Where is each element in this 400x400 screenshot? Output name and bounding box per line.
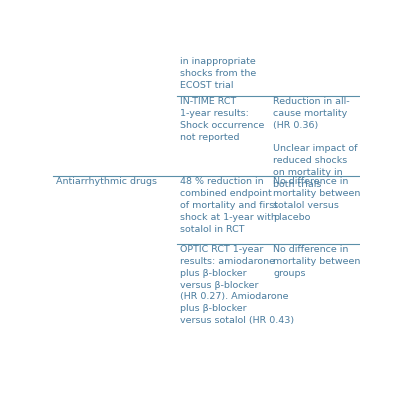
Text: Antiarrhythmic drugs: Antiarrhythmic drugs [56,177,157,186]
Text: 48 % reduction in
combined endpoint
of mortality and first
shock at 1-year with
: 48 % reduction in combined endpoint of m… [180,177,278,234]
Text: in inappropriate
shocks from the
ECOST trial: in inappropriate shocks from the ECOST t… [180,57,256,90]
Text: IN-TIME RCT
1-year results:
Shock occurrence
not reported: IN-TIME RCT 1-year results: Shock occurr… [180,97,264,142]
Text: Reduction in all-
cause mortality
(HR 0.36)

Unclear impact of
reduced shocks
on: Reduction in all- cause mortality (HR 0.… [273,97,358,189]
Text: No difference in
mortality between
sotalol versus
placebo: No difference in mortality between sotal… [273,177,360,222]
Text: No difference in
mortality between
groups: No difference in mortality between group… [273,245,360,278]
Text: OPTIC RCT 1-year
results: amiodarone
plus β-blocker
versus β-blocker
(HR 0.27). : OPTIC RCT 1-year results: amiodarone plu… [180,245,294,325]
